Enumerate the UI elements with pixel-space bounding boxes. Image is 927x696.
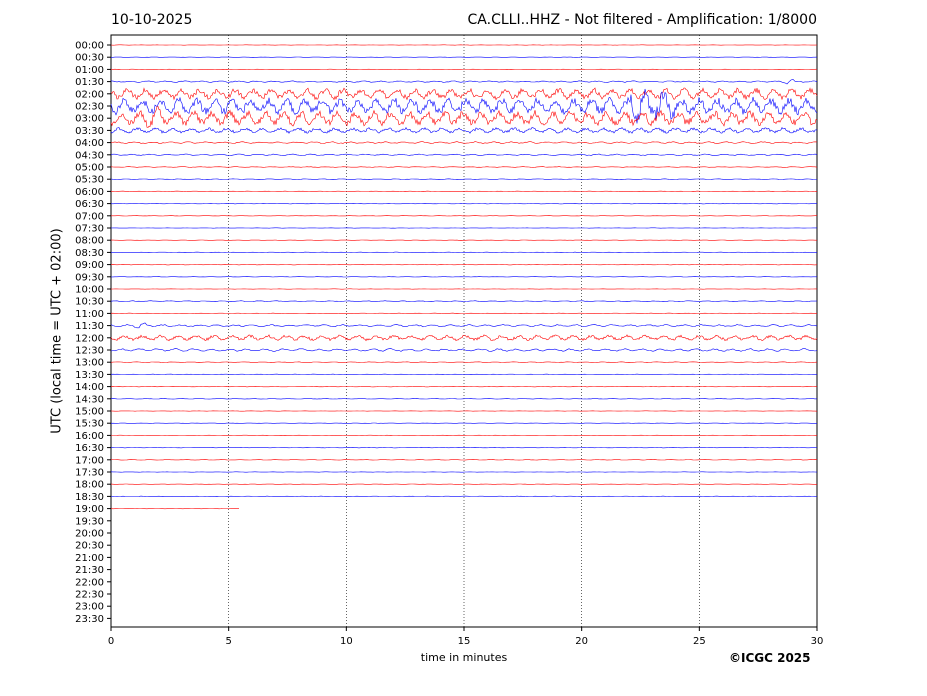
y-tick-label: 05:00 <box>75 163 104 174</box>
y-tick-label: 14:30 <box>75 394 104 405</box>
trace-1300 <box>110 361 818 363</box>
y-tick-label: 00:30 <box>75 53 104 64</box>
trace-0200 <box>110 87 818 101</box>
y-tick-label: 10:00 <box>75 285 104 296</box>
y-tick-label: 16:00 <box>75 431 104 442</box>
trace-1230 <box>110 348 818 352</box>
trace-1100 <box>110 312 818 315</box>
y-tick-label: 17:00 <box>75 455 104 466</box>
y-tick-label: 13:30 <box>75 370 104 381</box>
y-tick-label: 08:30 <box>75 248 104 259</box>
y-tick-label: 07:00 <box>75 211 104 222</box>
x-tick-label: 10 <box>340 636 353 647</box>
y-tick-label: 21:00 <box>75 553 104 564</box>
y-tick-label: 19:00 <box>75 504 104 515</box>
copyright-label: ©ICGC 2025 <box>729 651 811 665</box>
y-tick-label: 10:30 <box>75 297 104 308</box>
x-tick-label: 15 <box>458 636 471 647</box>
trace-0900 <box>110 263 818 266</box>
y-tick-label: 12:30 <box>75 346 104 357</box>
trace-0400 <box>110 141 818 144</box>
trace-0130 <box>110 78 818 85</box>
y-tick-label: 02:30 <box>75 102 104 113</box>
y-tick-label: 21:30 <box>75 565 104 576</box>
trace-1630 <box>111 446 818 449</box>
y-tick-label: 13:00 <box>75 358 104 369</box>
trace-1130 <box>110 322 818 329</box>
trace-1700 <box>110 459 818 461</box>
y-tick-label: 03:00 <box>75 114 104 125</box>
trace-1030 <box>110 300 818 303</box>
y-tick-label: 06:30 <box>75 199 104 210</box>
y-tick-label: 16:30 <box>75 443 104 454</box>
trace-1830 <box>110 495 818 498</box>
y-tick-label: 18:30 <box>75 492 104 503</box>
trace-1200 <box>110 334 818 342</box>
y-tick-label: 22:00 <box>75 577 104 588</box>
trace-0500 <box>110 166 818 168</box>
y-tick-label: 01:00 <box>75 65 104 76</box>
y-tick-label: 23:30 <box>75 614 104 625</box>
x-tick-label: 0 <box>108 636 114 647</box>
trace-0600 <box>110 190 818 193</box>
x-tick-label: 25 <box>693 636 706 647</box>
trace-0530 <box>110 178 817 180</box>
trace-0430 <box>110 153 818 156</box>
trace-1430 <box>110 398 818 400</box>
plot-frame <box>110 34 818 628</box>
y-tick-label: 15:30 <box>75 419 104 430</box>
y-tick-label: 03:30 <box>75 126 104 137</box>
trace-0300 <box>110 106 818 128</box>
trace-0330 <box>110 126 818 134</box>
x-tick-label: 30 <box>811 636 824 647</box>
trace-0230 <box>110 88 818 124</box>
y-tick-label: 14:00 <box>75 382 104 393</box>
y-tick-label: 11:00 <box>75 309 104 320</box>
y-tick-label: 07:30 <box>75 224 104 235</box>
date-label: 10-10-2025 <box>111 12 193 28</box>
y-tick-label: 09:30 <box>75 272 104 283</box>
y-tick-label: 22:30 <box>75 590 104 601</box>
y-tick-label: 02:00 <box>75 89 104 100</box>
y-tick-label: 09:00 <box>75 260 104 271</box>
x-tick-label: 5 <box>225 636 231 647</box>
y-tick-label: 05:30 <box>75 175 104 186</box>
y-tick-label: 12:00 <box>75 333 104 344</box>
y-tick-label: 17:30 <box>75 468 104 479</box>
trace-0830 <box>110 251 818 254</box>
y-tick-label: 20:30 <box>75 541 104 552</box>
x-axis-label: time in minutes <box>420 651 508 664</box>
chart-title: CA.CLLI..HHZ - Not filtered - Amplificat… <box>467 12 817 28</box>
y-tick-label: 15:00 <box>75 407 104 418</box>
x-tick-label: 20 <box>575 636 588 647</box>
y-tick-label: 08:00 <box>75 236 104 247</box>
y-tick-label: 11:30 <box>75 321 104 332</box>
y-tick-label: 18:00 <box>75 480 104 491</box>
y-tick-label: 23:00 <box>75 602 104 613</box>
y-tick-label: 00:00 <box>75 41 104 52</box>
y-tick-label: 01:30 <box>75 77 104 88</box>
trace-1400 <box>110 385 818 388</box>
y-tick-label: 20:00 <box>75 529 104 540</box>
y-tick-label: 06:00 <box>75 187 104 198</box>
y-tick-label: 04:00 <box>75 138 104 149</box>
trace-0630 <box>110 202 817 205</box>
trace-1330 <box>110 373 817 376</box>
y-tick-label: 19:30 <box>75 516 104 527</box>
y-tick-label: 04:30 <box>75 150 104 161</box>
